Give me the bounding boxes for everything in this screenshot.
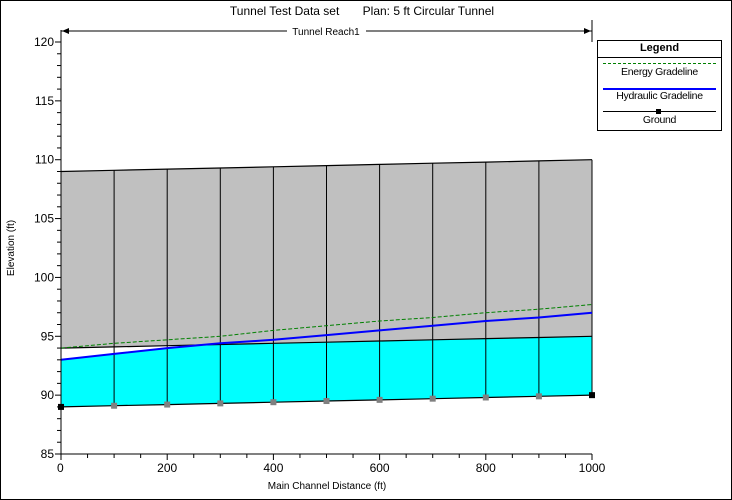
axes: 85 90 95 100 105 110 115 120 0 200 400 600 800 1000 <box>34 30 606 475</box>
ground-marker <box>217 400 224 407</box>
legend-item-energy-gradeline: Energy Gradeline <box>598 58 721 82</box>
reach-extent-arrow <box>61 20 593 42</box>
legend: Legend Energy Gradeline Hydraulic Gradel… <box>597 40 722 131</box>
x-axis-label: Main Channel Distance (ft) <box>268 481 386 492</box>
y-tick-label: 105 <box>34 212 54 226</box>
hydraulic-gradeline <box>60 311 593 361</box>
x-tick-label: 800 <box>476 461 496 475</box>
y-tick-label: 95 <box>41 329 55 343</box>
ground-marker <box>323 398 330 405</box>
ground-marker <box>482 394 489 401</box>
legend-title: Legend <box>598 41 721 58</box>
reach-label: Tunnel Reach1 <box>292 27 360 38</box>
y-axis-label: Elevation (ft) <box>6 220 17 276</box>
plot-area <box>58 159 595 410</box>
x-tick-label: 200 <box>157 461 177 475</box>
solid-line-icon <box>603 88 716 90</box>
ground-marker <box>111 402 118 409</box>
x-tick-label: 600 <box>370 461 390 475</box>
chart-title: Tunnel Test Data set Plan: 5 ft Circular… <box>230 4 494 18</box>
legend-item-ground: Ground <box>598 106 721 130</box>
arrow-left-icon <box>62 28 69 34</box>
square-marker-icon <box>656 109 661 114</box>
x-tick-label: 0 <box>57 461 64 475</box>
y-tick-label: 120 <box>34 35 54 49</box>
legend-item-hydraulic-gradeline: Hydraulic Gradeline <box>598 82 721 106</box>
y-tick-label: 85 <box>41 447 55 461</box>
y-tick-label: 90 <box>41 388 55 402</box>
ground-marker <box>429 395 436 402</box>
ground-marker <box>376 396 383 403</box>
y-tick-label: 110 <box>35 153 54 167</box>
x-tick-label: 1000 <box>579 461 606 475</box>
arrow-right-icon <box>584 28 591 34</box>
ground-marker <box>535 393 542 400</box>
y-tick-label: 115 <box>35 94 54 108</box>
ground-marker <box>164 401 171 408</box>
y-tick-label: 100 <box>34 270 54 284</box>
ground-marker <box>270 399 277 406</box>
energy-gradeline <box>60 304 593 349</box>
dashed-line-icon <box>603 63 716 64</box>
ground-marker <box>589 392 595 399</box>
x-tick-label: 400 <box>263 461 283 475</box>
